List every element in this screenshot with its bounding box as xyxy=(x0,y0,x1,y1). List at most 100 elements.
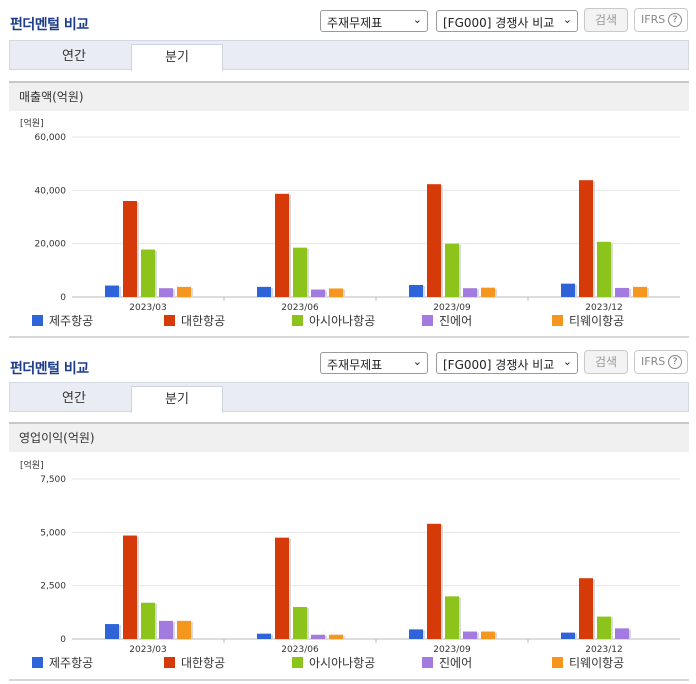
bar-jin-air[interactable] xyxy=(615,287,629,297)
chart-title: 매출액(억원) xyxy=(9,81,689,111)
bar-asiana-airlines[interactable] xyxy=(597,616,611,639)
bar-tway-air[interactable] xyxy=(481,631,495,639)
section-divider xyxy=(9,679,689,681)
chart-legend: 제주항공 대한항공 아시아나항공 진에어 티웨이항공 xyxy=(32,314,672,330)
help-icon[interactable]: ? xyxy=(668,355,682,369)
bar-asiana-airlines[interactable] xyxy=(293,247,307,297)
legend-label: 제주항공 xyxy=(49,656,94,670)
bar-tway-air[interactable] xyxy=(329,634,343,639)
period-tabs: 연간 분기 xyxy=(9,382,689,413)
bar-jin-air[interactable] xyxy=(159,288,173,297)
chevron-down-icon: ⌄ xyxy=(412,355,422,368)
statement-type-value: 주재무제표 xyxy=(327,16,383,30)
bar-asiana-airlines[interactable] xyxy=(445,243,459,297)
y-unit-label: [억원] xyxy=(20,459,44,471)
x-tick-label: 2023/06 xyxy=(281,303,319,312)
chart-legend: 제주항공 대한항공 아시아나항공 진에어 티웨이항공 xyxy=(32,656,672,672)
bar-jeju-air[interactable] xyxy=(105,285,119,297)
bar-tway-air[interactable] xyxy=(177,286,191,297)
ifrs-label: IFRS xyxy=(641,355,666,368)
ifrs-button[interactable]: IFRS ? xyxy=(634,8,688,32)
tab-quarterly[interactable]: 분기 xyxy=(131,386,223,413)
x-tick-label: 2023/09 xyxy=(433,303,471,312)
bar-tway-air[interactable] xyxy=(481,287,495,297)
fundamental-section-operating-income: 펀더멘털 비교 주재무제표 ⌄ [FG000] 경쟁사 비교 ⌄ 검색 IFRS… xyxy=(0,342,696,684)
peer-group-select[interactable]: [FG000] 경쟁사 비교 ⌄ xyxy=(436,352,578,374)
legend-item-jin-air[interactable]: 진에어 xyxy=(422,656,472,672)
bar-korean-air[interactable] xyxy=(275,193,289,297)
bar-korean-air[interactable] xyxy=(275,537,289,639)
legend-swatch xyxy=(32,315,43,326)
legend-label: 티웨이항공 xyxy=(569,314,625,328)
peer-group-select[interactable]: [FG000] 경쟁사 비교 ⌄ xyxy=(436,10,578,32)
legend-item-asiana-airlines[interactable]: 아시아나항공 xyxy=(292,656,375,672)
bar-jin-air[interactable] xyxy=(159,620,173,639)
search-button[interactable]: 검색 xyxy=(584,350,628,374)
legend-item-jin-air[interactable]: 진에어 xyxy=(422,314,472,330)
legend-item-tway-air[interactable]: 티웨이항공 xyxy=(552,656,624,672)
fundamental-section-revenue: 펀더멘털 비교 주재무제표 ⌄ [FG000] 경쟁사 비교 ⌄ 검색 IFRS… xyxy=(0,0,696,340)
bar-korean-air[interactable] xyxy=(579,578,593,639)
bar-korean-air[interactable] xyxy=(123,201,137,297)
statement-type-select[interactable]: 주재무제표 ⌄ xyxy=(320,352,428,374)
tab-annual[interactable]: 연간 xyxy=(62,49,86,64)
bar-tway-air[interactable] xyxy=(329,288,343,297)
statement-type-value: 주재무제표 xyxy=(327,358,383,372)
legend-item-korean-air[interactable]: 대한항공 xyxy=(164,314,225,330)
bar-korean-air[interactable] xyxy=(427,523,441,639)
bar-asiana-airlines[interactable] xyxy=(141,602,155,639)
bar-jin-air[interactable] xyxy=(463,631,477,639)
y-tick-label: 5,000 xyxy=(40,528,66,538)
x-tick-label: 2023/03 xyxy=(129,645,166,654)
legend-item-tway-air[interactable]: 티웨이항공 xyxy=(552,314,624,330)
bar-jeju-air[interactable] xyxy=(561,283,575,297)
legend-swatch xyxy=(552,315,563,326)
y-tick-label: 40,000 xyxy=(35,186,67,196)
y-tick-label: 20,000 xyxy=(35,240,67,250)
operating-income-bar-chart: [억원] 0 2,500 5,000 7,500 2023/03 2023/06 2023/0… xyxy=(20,459,680,654)
bar-jeju-air[interactable] xyxy=(409,629,423,639)
legend-label: 아시아나항공 xyxy=(309,314,376,328)
bar-korean-air[interactable] xyxy=(579,180,593,297)
bar-korean-air[interactable] xyxy=(123,535,137,639)
statement-type-select[interactable]: 주재무제표 ⌄ xyxy=(320,10,428,32)
section-title: 펀더멘털 비교 xyxy=(10,361,89,377)
search-button[interactable]: 검색 xyxy=(584,8,628,32)
bar-asiana-airlines[interactable] xyxy=(293,607,307,639)
legend-swatch xyxy=(422,657,433,668)
bar-jeju-air[interactable] xyxy=(257,286,271,297)
y-tick-label: 2,500 xyxy=(40,582,66,592)
legend-label: 대한항공 xyxy=(181,656,226,670)
section-title: 펀더멘털 비교 xyxy=(10,17,89,33)
legend-item-asiana-airlines[interactable]: 아시아나항공 xyxy=(292,314,375,330)
y-tick-label: 0 xyxy=(60,635,66,645)
x-tick-label: 2023/03 xyxy=(129,303,166,312)
bar-jin-air[interactable] xyxy=(311,289,325,297)
section-divider xyxy=(9,336,689,338)
bar-jin-air[interactable] xyxy=(311,634,325,639)
bar-jin-air[interactable] xyxy=(463,288,477,297)
peer-group-value: [FG000] 경쟁사 비교 xyxy=(443,16,555,30)
bar-jin-air[interactable] xyxy=(615,628,629,639)
tab-quarterly[interactable]: 분기 xyxy=(131,44,223,71)
bar-tway-air[interactable] xyxy=(633,286,647,297)
bar-asiana-airlines[interactable] xyxy=(445,596,459,639)
legend-item-jeju-air[interactable]: 제주항공 xyxy=(32,656,93,672)
tab-annual[interactable]: 연간 xyxy=(62,391,86,406)
legend-label: 티웨이항공 xyxy=(569,656,625,670)
ifrs-button[interactable]: IFRS ? xyxy=(634,350,688,374)
bar-tway-air[interactable] xyxy=(177,620,191,639)
bar-jeju-air[interactable] xyxy=(257,633,271,639)
bar-asiana-airlines[interactable] xyxy=(597,241,611,297)
bar-jeju-air[interactable] xyxy=(561,632,575,639)
legend-item-jeju-air[interactable]: 제주항공 xyxy=(32,314,93,330)
bar-jeju-air[interactable] xyxy=(409,285,423,297)
legend-label: 아시아나항공 xyxy=(309,656,376,670)
bar-korean-air[interactable] xyxy=(427,184,441,297)
y-tick-label: 7,500 xyxy=(40,475,66,485)
bar-asiana-airlines[interactable] xyxy=(141,249,155,297)
legend-item-korean-air[interactable]: 대한항공 xyxy=(164,656,225,672)
help-icon[interactable]: ? xyxy=(668,13,682,27)
chart-title: 영업이익(억원) xyxy=(9,422,689,452)
bar-jeju-air[interactable] xyxy=(105,624,119,639)
